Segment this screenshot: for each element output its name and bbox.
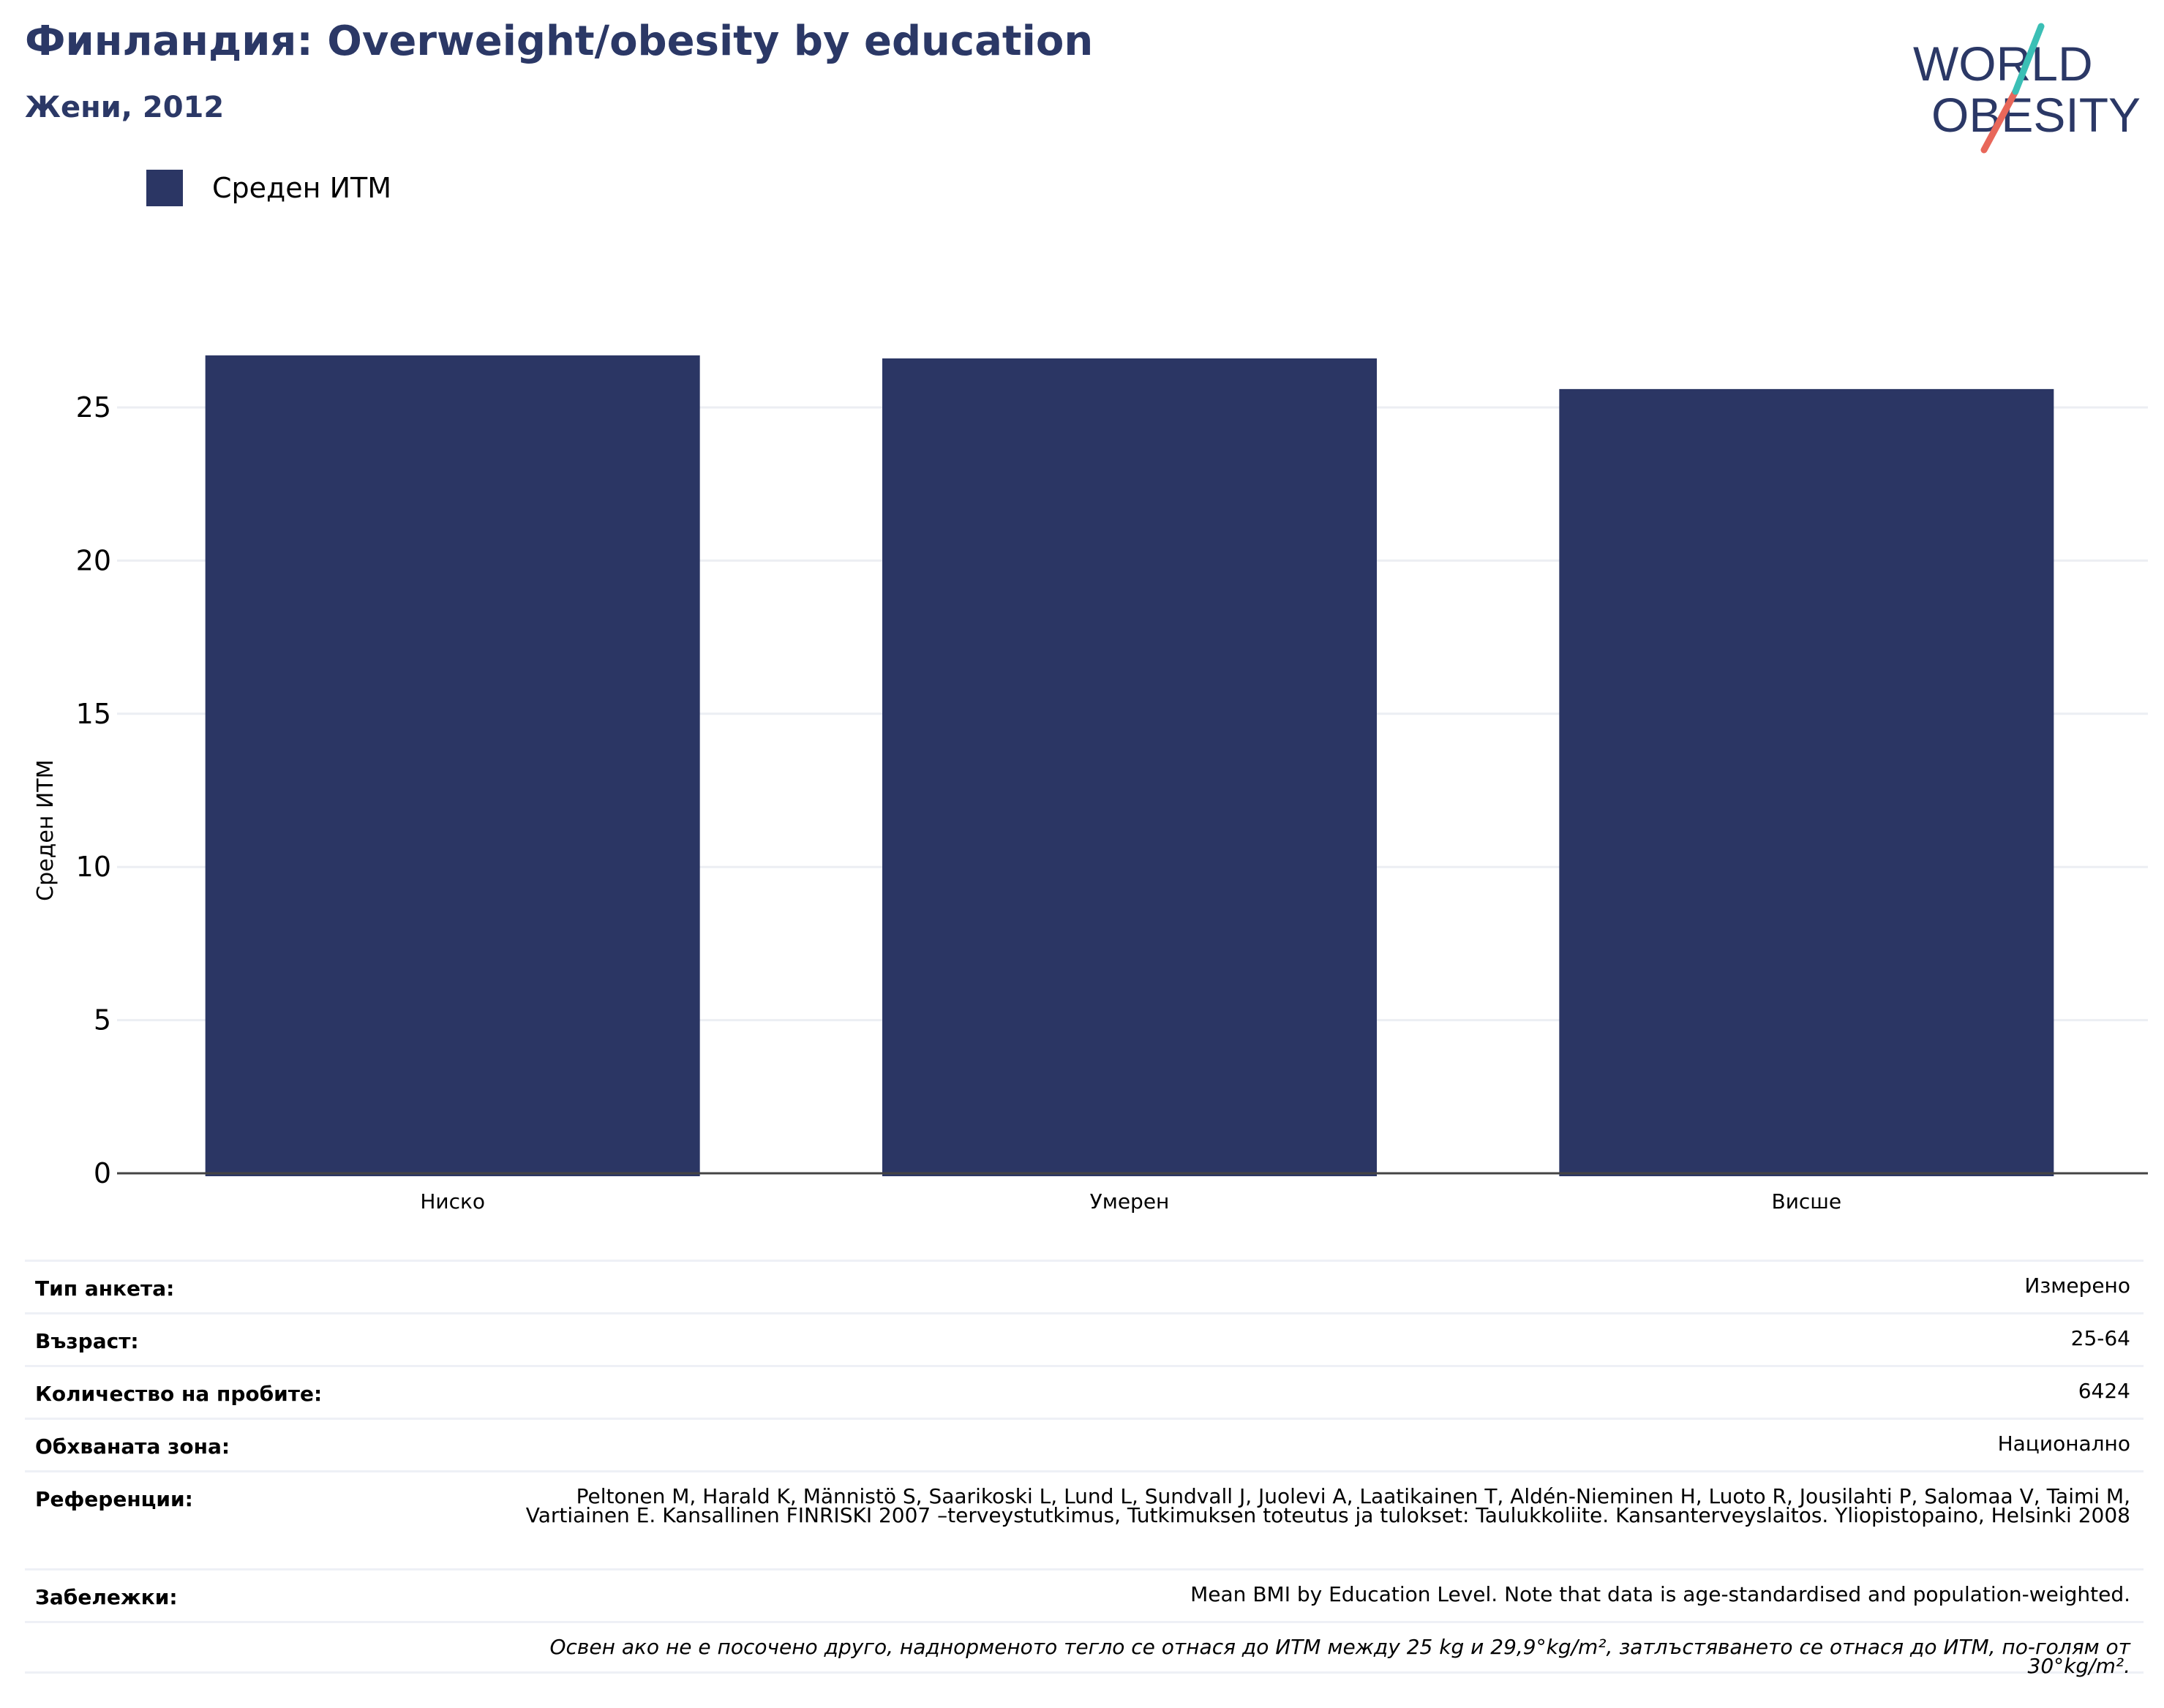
meta-value: Национално	[1997, 1432, 2130, 1456]
meta-label: Количество на пробите:	[35, 1382, 323, 1406]
meta-label: Референции:	[35, 1487, 193, 1511]
legend-label: Среден ИТМ	[212, 172, 392, 204]
bar-chart: 0 5 10 15 20 25 Ниско Умерен Висше Среден ИТМ	[33, 355, 2148, 1214]
footnote-text: Освен ако не е посочено друго, наднормен…	[549, 1635, 2130, 1678]
meta-row-age: Възраст: 25-64	[25, 1312, 2144, 1365]
x-category-label: Умерен	[1090, 1189, 1170, 1214]
y-tick-label: 15	[76, 698, 111, 730]
x-category-labels: Ниско Умерен Висше	[420, 1189, 1841, 1214]
logo-line1: WORLD	[1913, 37, 2093, 91]
y-tick-label: 0	[94, 1157, 111, 1189]
chart-subtitle: Жени, 2012	[25, 91, 225, 124]
metadata-table: Тип анкета: Измерено Възраст: 25-64 Коли…	[25, 1260, 2144, 1678]
logo-slash-red	[1980, 88, 2019, 154]
y-tick-label: 25	[76, 391, 111, 424]
bars	[205, 355, 2054, 1177]
meta-row-footnote: Освен ако не е посочено друго, наднормен…	[25, 1621, 2144, 1678]
logo-line2: OBESITY	[1931, 88, 2141, 142]
meta-row-sample-size: Количество на пробите: 6424	[25, 1365, 2144, 1418]
y-tick-label: 20	[76, 544, 111, 576]
y-tick-labels: 0 5 10 15 20 25	[76, 391, 111, 1189]
chart-title: Финландия: Overweight/obesity by educati…	[25, 18, 1094, 65]
bar-1	[205, 355, 700, 1177]
legend: Среден ИТМ	[146, 170, 391, 206]
meta-row-notes: Забележки: Mean BMI by Education Level. …	[25, 1568, 2144, 1621]
world-obesity-logo: WORLD OBESITY	[1913, 23, 2141, 154]
meta-row-references: Референции: Peltonen M, Harald K, Männis…	[25, 1470, 2144, 1568]
meta-value: Измерено	[2024, 1274, 2130, 1298]
y-tick-label: 10	[76, 851, 111, 883]
meta-value: 25-64	[2070, 1326, 2130, 1350]
bar-3	[1559, 388, 2054, 1176]
meta-value: 6424	[2078, 1379, 2130, 1403]
y-axis-label: Среден ИТМ	[33, 759, 59, 900]
meta-row-survey-type: Тип анкета: Измерено	[25, 1260, 2144, 1312]
meta-label: Възраст:	[35, 1329, 139, 1353]
logo-slash-teal	[2012, 23, 2045, 95]
meta-label: Обхваната зона:	[35, 1434, 230, 1459]
x-category-label: Ниско	[420, 1189, 485, 1214]
meta-row-area: Обхваната зона: Национално	[25, 1418, 2144, 1470]
y-tick-label: 5	[94, 1004, 111, 1037]
bar-2	[882, 358, 1377, 1177]
legend-swatch	[146, 170, 183, 206]
meta-value: Mean BMI by Education Level. Note that d…	[1190, 1582, 2130, 1606]
meta-value: Peltonen M, Harald K, Männistö S, Saarik…	[525, 1484, 2130, 1527]
x-category-label: Висше	[1772, 1189, 1842, 1214]
meta-label: Тип анкета:	[35, 1276, 175, 1301]
meta-label: Забележки:	[35, 1585, 178, 1609]
